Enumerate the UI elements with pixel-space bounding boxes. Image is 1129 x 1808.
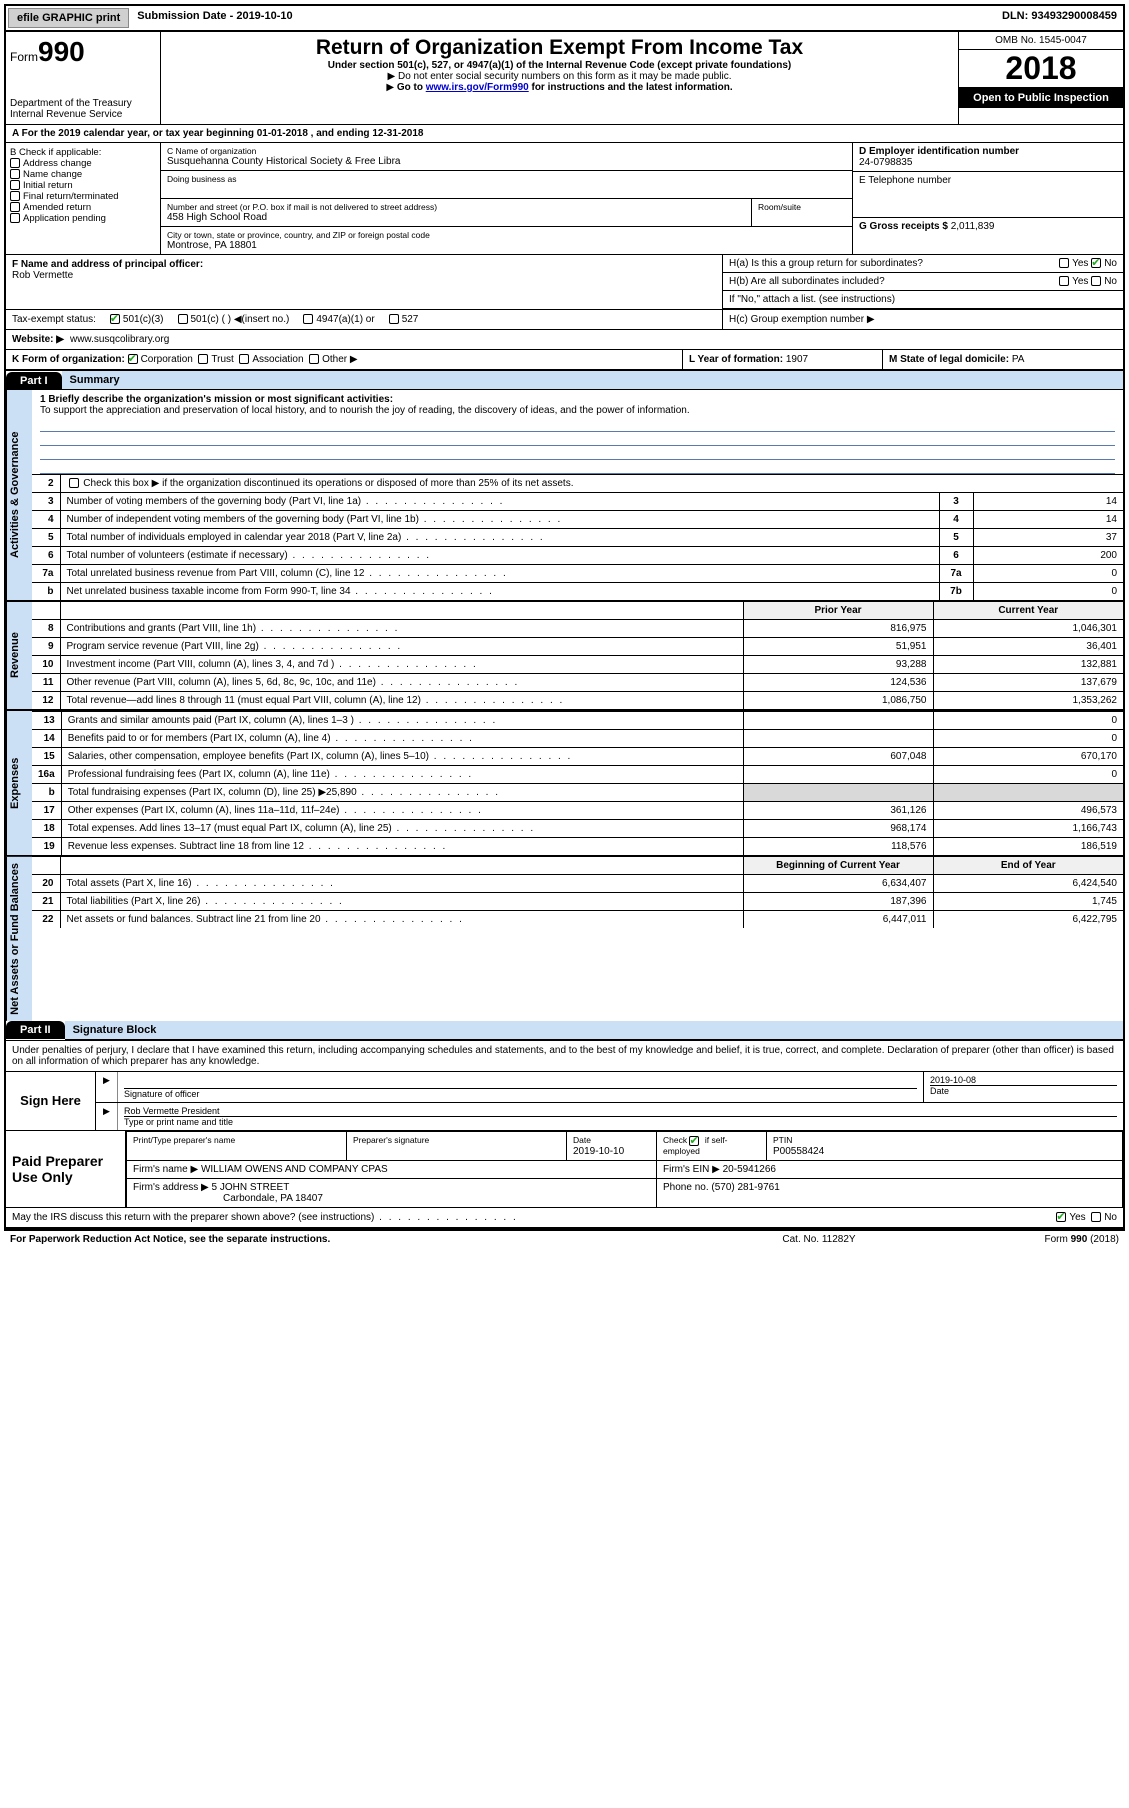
dln-label: DLN: 93493290008459 (996, 6, 1123, 30)
net-side-label: Net Assets or Fund Balances (6, 857, 32, 1021)
top-bar: efile GRAPHIC print Submission Date - 20… (4, 4, 1125, 32)
ptin: P00558424 (773, 1146, 824, 1157)
section-i-hc: Tax-exempt status: 501(c)(3) 501(c) ( ) … (6, 310, 1123, 330)
ein: 24-0798835 (859, 157, 1117, 168)
box-i: Tax-exempt status: 501(c)(3) 501(c) ( ) … (6, 310, 723, 329)
form-header: Form990 Department of the Treasury Inter… (6, 32, 1123, 125)
firm-ein: 20-5941266 (723, 1164, 776, 1175)
form-title: Return of Organization Exempt From Incom… (165, 36, 954, 60)
efile-button[interactable]: efile GRAPHIC print (8, 8, 129, 28)
gov-table: 2 Check this box ▶ if the organization d… (32, 474, 1123, 492)
form-word: Form (10, 50, 38, 64)
omb-number: OMB No. 1545-0047 (959, 32, 1123, 50)
firm-name: WILLIAM OWENS AND COMPANY CPAS (201, 1164, 388, 1175)
paid-preparer-block: Paid Preparer Use Only Print/Type prepar… (6, 1130, 1123, 1207)
page-footer: For Paperwork Reduction Act Notice, see … (4, 1229, 1125, 1248)
form-number: 990 (38, 36, 85, 67)
exp-side-label: Expenses (6, 711, 32, 855)
form-body: Form990 Department of the Treasury Inter… (4, 32, 1125, 1229)
line1-label: 1 Briefly describe the organization's mi… (40, 394, 393, 405)
box-b: B Check if applicable: Address change Na… (6, 143, 161, 254)
section-bcdefg: B Check if applicable: Address change Na… (6, 143, 1123, 255)
revenue-section: Revenue Prior Year Current Year 8Contrib… (6, 602, 1123, 711)
gov-side-label: Activities & Governance (6, 390, 32, 600)
row-a-tax-year: A For the 2019 calendar year, or tax yea… (6, 125, 1123, 143)
box-k: K Form of organization: Corporation Trus… (6, 350, 683, 369)
subtitle-3: Go to www.irs.gov/Form990 for instructio… (165, 82, 954, 93)
gross-receipts: 2,011,839 (951, 221, 995, 232)
org-city: Montrose, PA 18801 (167, 240, 846, 251)
box-f: F Name and address of principal officer:… (6, 255, 723, 309)
part-1-header: Part I Summary (6, 371, 1123, 390)
irs-label: Internal Revenue Service (10, 109, 156, 120)
officer-name: Rob Vermette President (124, 1106, 1117, 1117)
box-j: Website: ▶ www.susqcolibrary.org (6, 330, 1123, 350)
box-m: M State of legal domicile: PA (883, 350, 1123, 369)
rev-side-label: Revenue (6, 602, 32, 709)
open-inspection: Open to Public Inspection (959, 88, 1123, 108)
discuss-row: May the IRS discuss this return with the… (6, 1207, 1123, 1227)
activities-governance-section: Activities & Governance 1 Briefly descri… (6, 390, 1123, 602)
org-address: 458 High School Road (167, 212, 745, 223)
submission-date-label: Submission Date - 2019-10-10 (131, 6, 298, 30)
firm-phone: (570) 281-9761 (711, 1182, 779, 1193)
box-l: L Year of formation: 1907 (683, 350, 883, 369)
box-c: C Name of organization Susquehanna Count… (161, 143, 853, 254)
section-fh: F Name and address of principal officer:… (6, 255, 1123, 310)
sign-here-block: Sign Here ▶ Signature of officer 2019-10… (6, 1071, 1123, 1130)
part-2-header: Part II Signature Block (6, 1021, 1123, 1040)
form990-link[interactable]: www.irs.gov/Form990 (426, 82, 529, 93)
org-name: Susquehanna County Historical Society & … (167, 156, 846, 167)
signature-intro: Under penalties of perjury, I declare th… (6, 1040, 1123, 1071)
net-assets-section: Net Assets or Fund Balances Beginning of… (6, 857, 1123, 1021)
tax-year: 2018 (959, 50, 1123, 88)
dept-treasury: Department of the Treasury (10, 98, 156, 109)
box-h: H(a) Is this a group return for subordin… (723, 255, 1123, 309)
subtitle-1: Under section 501(c), 527, or 4947(a)(1)… (165, 60, 954, 71)
box-klm: K Form of organization: Corporation Trus… (6, 350, 1123, 371)
website-link[interactable]: www.susqcolibrary.org (70, 334, 169, 345)
principal-officer: Rob Vermette (12, 270, 716, 281)
box-deg: D Employer identification number 24-0798… (853, 143, 1123, 254)
box-hc: H(c) Group exemption number ▶ (723, 310, 1123, 329)
mission-text: To support the appreciation and preserva… (40, 405, 690, 416)
expenses-section: Expenses 13Grants and similar amounts pa… (6, 711, 1123, 857)
subtitle-2: Do not enter social security numbers on … (165, 71, 954, 82)
